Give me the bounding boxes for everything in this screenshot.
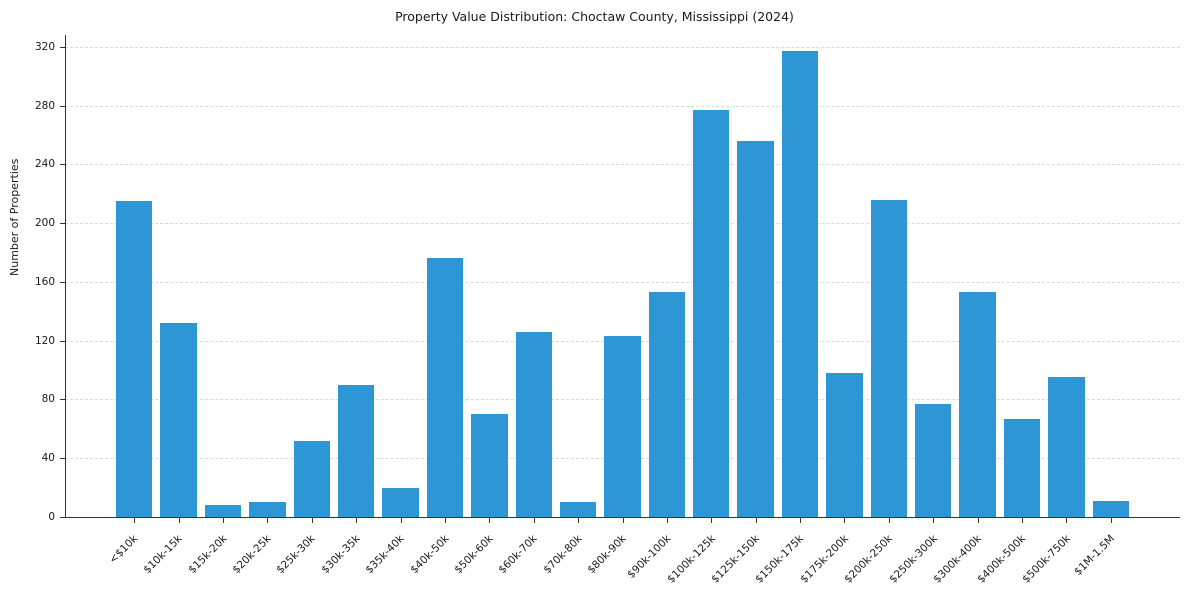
y-tick-label: 0 <box>48 511 55 523</box>
x-tick-mark <box>844 518 846 523</box>
bar <box>959 292 996 517</box>
bar <box>471 414 508 517</box>
x-tick-mark <box>977 518 979 523</box>
bar <box>204 505 242 517</box>
y-tick-mark <box>60 223 65 225</box>
bar <box>337 384 375 517</box>
x-tick-mark <box>933 518 935 523</box>
x-tick-mark <box>622 518 624 523</box>
x-tick-mark <box>134 518 136 523</box>
chart-title: Property Value Distribution: Choctaw Cou… <box>395 9 794 24</box>
x-tick-mark <box>356 518 358 523</box>
x-tick-label-text: $25k-30k <box>274 532 318 577</box>
bar <box>737 140 774 517</box>
bar <box>160 323 197 517</box>
x-tick-mark <box>267 518 269 523</box>
x-tick-mark <box>1110 518 1112 523</box>
bar <box>604 336 641 517</box>
x-tick-label-text: $15k-20k <box>185 532 230 577</box>
y-tick-mark <box>60 105 65 107</box>
x-tick-mark <box>444 518 446 523</box>
y-tick-label: 40 <box>41 452 55 465</box>
bar <box>426 258 464 517</box>
bar <box>515 331 552 517</box>
bar <box>1003 418 1041 517</box>
x-tick-label-text: $40k-50k <box>407 532 452 577</box>
y-tick-label: 240 <box>34 158 55 171</box>
bar <box>870 199 908 517</box>
bar <box>648 292 686 517</box>
gridline <box>65 281 1180 283</box>
x-tick-mark <box>178 518 180 523</box>
x-tick-label-text: $35k-40k <box>363 532 407 577</box>
x-tick-label-text: $10k-15k <box>141 532 185 577</box>
x-tick-label-text: $80k-90k <box>585 532 629 577</box>
x-tick-label-text: $30k-35k <box>318 532 363 577</box>
bar <box>382 487 419 517</box>
x-tick-mark <box>666 518 668 523</box>
x-tick-label-text: <$10k <box>107 532 141 566</box>
y-tick-mark <box>60 517 65 518</box>
bar <box>1048 377 1085 517</box>
bar <box>826 372 863 517</box>
y-axis-spine <box>65 35 66 517</box>
x-tick-label-text: $1M-1.5M <box>1071 532 1118 578</box>
x-tick-mark <box>578 518 580 523</box>
bar <box>693 109 730 517</box>
x-tick-mark <box>800 518 802 523</box>
y-tick-label: 120 <box>34 334 55 347</box>
gridline <box>65 164 1180 166</box>
x-tick-mark <box>888 518 890 523</box>
x-tick-label-text: $70k-80k <box>540 532 585 577</box>
bar <box>293 440 330 517</box>
y-tick-label: 280 <box>34 99 55 112</box>
y-tick-mark <box>60 458 65 460</box>
x-tick-mark <box>711 518 713 523</box>
bar <box>249 502 286 517</box>
x-axis-spine <box>65 517 1180 518</box>
bar <box>559 502 597 517</box>
x-tick-mark <box>533 518 535 523</box>
x-tick-mark <box>755 518 757 523</box>
gridline <box>65 46 1180 48</box>
x-tick-mark <box>1066 518 1068 523</box>
y-tick-mark <box>60 340 65 342</box>
bar <box>1092 500 1129 517</box>
y-tick-mark <box>60 46 65 48</box>
x-tick-mark <box>400 518 402 523</box>
x-tick-mark <box>489 518 491 523</box>
x-tick-label-text: $50k-60k <box>452 532 496 577</box>
y-tick-mark <box>60 281 65 283</box>
x-tick-label-text: $90k-100k <box>625 532 674 581</box>
gridline <box>65 223 1180 225</box>
x-tick-label-text: $60k-70k <box>496 532 540 577</box>
y-tick-label: 80 <box>41 393 55 406</box>
y-tick-label: 160 <box>34 275 55 288</box>
x-tick-mark <box>1022 518 1024 523</box>
x-tick-label-text: $20k-25k <box>230 532 274 577</box>
y-tick-mark <box>60 399 65 401</box>
bar <box>115 201 153 517</box>
y-tick-label: 200 <box>34 217 55 230</box>
bar <box>781 51 819 517</box>
y-tick-mark <box>60 164 65 166</box>
gridline <box>65 105 1180 107</box>
y-tick-label: 320 <box>34 40 55 53</box>
x-tick-mark <box>311 518 313 523</box>
bar <box>915 403 952 517</box>
x-tick-mark <box>222 518 224 523</box>
